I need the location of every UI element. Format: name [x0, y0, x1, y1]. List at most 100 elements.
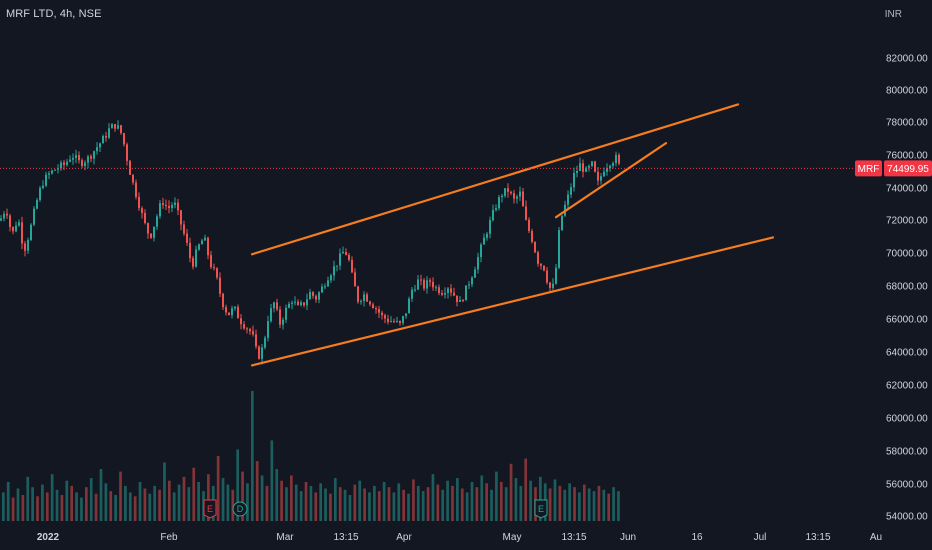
volume-bar: [548, 488, 552, 521]
candle-body: [408, 298, 410, 314]
symbol-title[interactable]: MRF LTD, 4h, NSE: [6, 8, 102, 20]
volume-bar: [451, 485, 454, 521]
volume-bar: [172, 492, 176, 521]
volume-bar: [446, 480, 449, 521]
candle-body: [537, 252, 539, 264]
candle-body: [294, 301, 296, 303]
candle-body: [249, 329, 251, 332]
candle-body: [273, 302, 275, 309]
lower-channel[interactable]: [250, 236, 775, 367]
candle-body: [117, 125, 119, 129]
candle-body: [243, 324, 245, 329]
candle-body: [354, 272, 356, 287]
candle-body: [498, 197, 500, 209]
candle-body: [495, 208, 497, 210]
candle-body: [237, 306, 239, 319]
volume-bar: [597, 485, 601, 521]
wedge-line[interactable]: [554, 142, 668, 219]
volume-bar: [207, 474, 210, 521]
event-marker-e[interactable]: E: [203, 499, 217, 519]
symbol-badge: [855, 160, 882, 177]
volume-bar: [475, 487, 479, 521]
y-tick-label: 82000.00: [886, 54, 928, 65]
candle-body: [573, 173, 575, 188]
candle-body: [543, 265, 545, 271]
volume-bar: [509, 463, 513, 521]
candle-body: [504, 188, 506, 196]
volume-bar: [65, 480, 69, 521]
candle-body: [615, 154, 617, 164]
volume-bar: [21, 495, 25, 521]
volume-bar: [377, 491, 381, 521]
candle-body: [369, 301, 371, 305]
candle-body: [183, 224, 185, 234]
candle-body: [90, 156, 92, 159]
candle-body: [588, 165, 590, 168]
candle-body: [213, 267, 215, 269]
candle-body: [420, 279, 422, 281]
volume-bar: [387, 487, 391, 521]
candle-body: [414, 289, 416, 291]
candle-body: [240, 318, 242, 325]
volume-bar: [407, 493, 410, 521]
y-tick-label: 54000.00: [886, 512, 928, 523]
volume-bar: [216, 456, 220, 521]
candle-body: [309, 292, 311, 300]
candle-body: [216, 268, 218, 278]
volume-bar: [226, 484, 230, 521]
candle-body: [75, 155, 77, 158]
candle-body: [108, 128, 110, 138]
volume-bar: [246, 483, 249, 521]
candle-body: [141, 208, 143, 213]
candle-body: [585, 167, 587, 172]
volume-bar: [563, 489, 567, 521]
candle-body: [63, 162, 65, 166]
volume-bar: [114, 495, 117, 521]
candle-body: [66, 161, 68, 166]
candle-body: [138, 196, 140, 209]
volume-bar: [319, 483, 323, 521]
volume-bar: [348, 495, 352, 521]
last-price-text: 74499.95: [887, 164, 929, 175]
candle-body: [261, 347, 263, 359]
y-tick-label: 68000.00: [886, 282, 928, 293]
volume-bar: [441, 489, 445, 521]
volume-bar: [177, 484, 181, 521]
upper-channel[interactable]: [250, 103, 740, 256]
candle-body: [609, 165, 611, 169]
volume-bar: [26, 476, 30, 521]
candle-body: [27, 240, 29, 251]
price-axis[interactable]: 82000.00 80000.00 78000.00 76000.00 74000.00…: [886, 54, 928, 523]
symbol-badge-text: MRF: [858, 164, 880, 175]
volume-bar: [333, 478, 337, 521]
time-axis[interactable]: 2022 Feb Mar 13:15 Apr May 13:15 Jun 16 Jul 13:15 A…: [37, 532, 882, 543]
candle-body: [462, 299, 464, 301]
candle-body: [171, 205, 173, 209]
candle-body: [69, 159, 71, 162]
candle-body: [525, 206, 527, 220]
event-marker-d[interactable]: D: [232, 501, 248, 517]
candle-body: [126, 144, 128, 161]
candle-body: [339, 253, 341, 266]
x-tick-label: 13:15: [805, 532, 830, 543]
candle-body: [594, 161, 596, 172]
trend-lines[interactable]: [250, 103, 775, 367]
candle-body: [30, 224, 32, 241]
candle-body: [87, 156, 89, 163]
candle-body: [579, 163, 581, 171]
volume-bar: [6, 482, 10, 521]
volume-bar: [309, 485, 313, 521]
candle-body: [42, 185, 44, 188]
candle-body: [210, 255, 212, 268]
volume-bar: [304, 482, 308, 521]
event-marker-e[interactable]: E: [534, 499, 548, 519]
candle-body: [456, 295, 458, 302]
volume-bar: [299, 491, 303, 521]
candle-body: [507, 188, 509, 192]
candle-body: [111, 124, 113, 129]
candlesticks: [0, 120, 620, 365]
candle-body: [465, 285, 467, 301]
candle-body: [612, 163, 614, 166]
